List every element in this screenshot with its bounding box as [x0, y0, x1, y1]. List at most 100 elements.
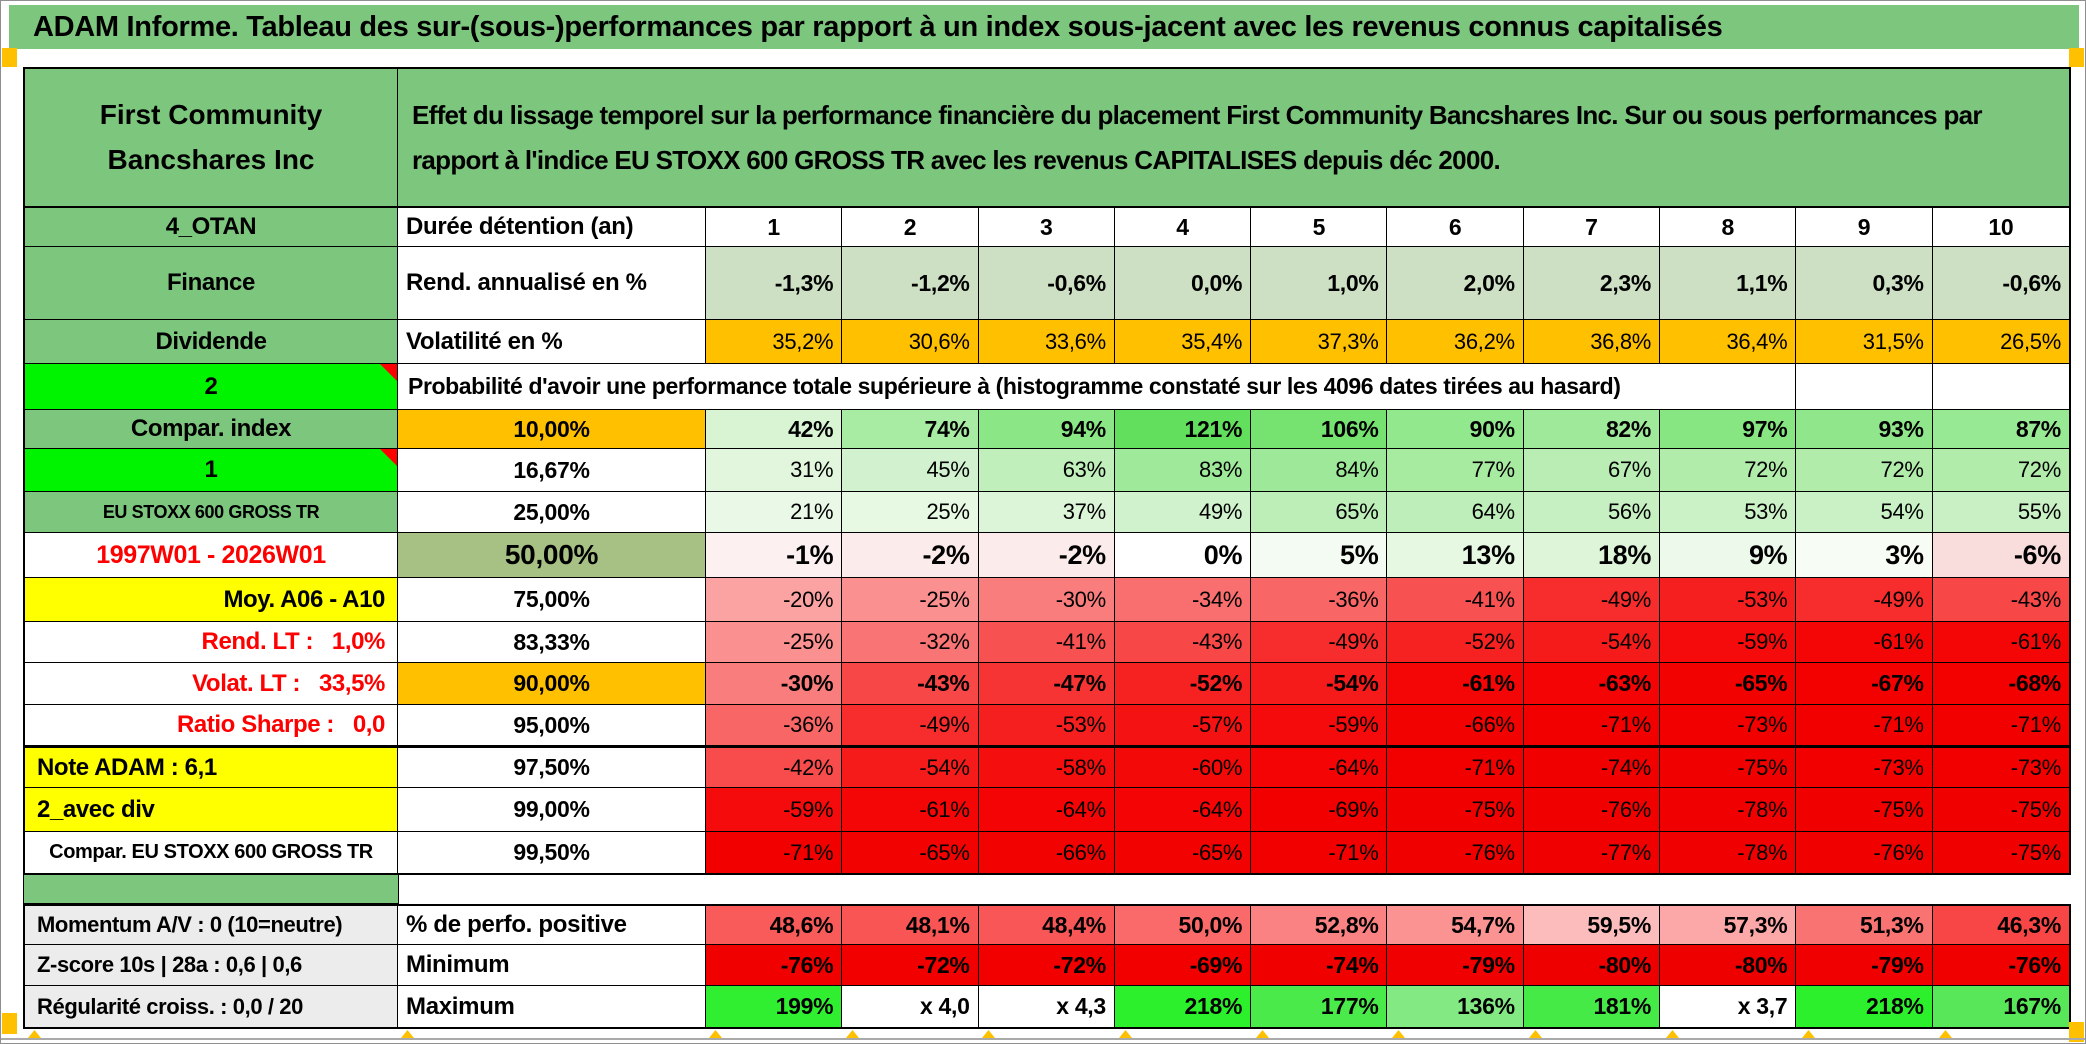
value-cell[interactable]: -34%: [1114, 578, 1252, 621]
value-cell[interactable]: -75%: [1932, 788, 2069, 831]
value-cell[interactable]: -43%: [1114, 622, 1252, 662]
percentile-cell[interactable]: % de perfo. positive: [398, 906, 706, 944]
value-cell[interactable]: -63%: [1523, 663, 1661, 704]
value-cell[interactable]: -66%: [1387, 705, 1524, 745]
value-cell[interactable]: 4: [1114, 208, 1252, 246]
value-cell[interactable]: 67%: [1523, 449, 1661, 491]
value-cell[interactable]: -75%: [1660, 748, 1797, 787]
value-cell[interactable]: 45%: [842, 449, 979, 491]
comment-marker-icon[interactable]: [380, 449, 397, 466]
row-label-cell[interactable]: Z-score 10s | 28a : 0,6 | 0,6: [25, 945, 398, 985]
percentile-cell[interactable]: 16,67%: [398, 449, 706, 491]
value-cell[interactable]: -61%: [1932, 622, 2069, 662]
value-cell[interactable]: -59%: [706, 788, 843, 831]
value-cell[interactable]: 74%: [842, 410, 979, 448]
value-cell[interactable]: 37%: [978, 492, 1115, 532]
value-cell[interactable]: -52%: [1387, 622, 1524, 662]
value-cell[interactable]: -53%: [978, 705, 1115, 745]
value-cell[interactable]: -41%: [978, 622, 1115, 662]
value-cell[interactable]: -25%: [706, 622, 843, 662]
percentile-cell[interactable]: Durée détention (an): [398, 208, 706, 246]
value-cell[interactable]: 177%: [1251, 986, 1388, 1027]
value-cell[interactable]: 21%: [706, 492, 843, 532]
value-cell[interactable]: 1: [706, 208, 843, 246]
value-cell[interactable]: 87%: [1932, 410, 2069, 448]
value-cell[interactable]: -76%: [1387, 832, 1524, 873]
percentile-cell[interactable]: 75,00%: [398, 578, 706, 621]
value-cell[interactable]: 82%: [1523, 410, 1661, 448]
value-cell[interactable]: -58%: [978, 748, 1115, 787]
value-cell[interactable]: 2,0%: [1387, 247, 1524, 319]
value-cell[interactable]: -66%: [978, 832, 1115, 873]
value-cell[interactable]: -76%: [1796, 832, 1933, 873]
value-cell[interactable]: 94%: [978, 410, 1115, 448]
row-label-cell[interactable]: Régularité croiss. : 0,0 / 20: [25, 986, 398, 1027]
value-cell[interactable]: x 4,3: [978, 986, 1115, 1027]
value-cell[interactable]: -1,2%: [842, 247, 979, 319]
value-cell[interactable]: 5%: [1251, 533, 1388, 577]
value-cell[interactable]: 54%: [1796, 492, 1933, 532]
value-cell[interactable]: 106%: [1251, 410, 1388, 448]
value-cell[interactable]: 77%: [1387, 449, 1524, 491]
value-cell[interactable]: -61%: [842, 788, 979, 831]
value-cell[interactable]: 48,6%: [706, 906, 843, 944]
value-cell[interactable]: 31,5%: [1796, 320, 1933, 363]
value-cell[interactable]: -30%: [706, 663, 843, 704]
percentile-cell[interactable]: 25,00%: [398, 492, 706, 532]
value-cell[interactable]: -42%: [706, 748, 843, 787]
value-cell[interactable]: 48,1%: [842, 906, 979, 944]
value-cell[interactable]: -80%: [1523, 945, 1661, 985]
value-cell[interactable]: -54%: [1523, 622, 1661, 662]
value-cell[interactable]: -49%: [1523, 578, 1661, 621]
row-label-cell[interactable]: Compar. index: [25, 410, 398, 448]
value-cell[interactable]: 64%: [1387, 492, 1524, 532]
value-cell[interactable]: -60%: [1114, 748, 1252, 787]
value-cell[interactable]: -61%: [1796, 622, 1933, 662]
row-label-cell[interactable]: Finance: [25, 247, 398, 319]
percentile-cell[interactable]: Volatilité en %: [398, 320, 706, 363]
value-cell[interactable]: -41%: [1387, 578, 1524, 621]
value-cell[interactable]: 2,3%: [1523, 247, 1661, 319]
value-cell[interactable]: 55%: [1932, 492, 2069, 532]
value-cell[interactable]: -49%: [842, 705, 979, 745]
value-cell[interactable]: 56%: [1523, 492, 1661, 532]
value-cell[interactable]: -57%: [1114, 705, 1252, 745]
value-cell[interactable]: -2%: [842, 533, 979, 577]
value-cell[interactable]: -64%: [1251, 748, 1388, 787]
value-cell[interactable]: 90%: [1387, 410, 1524, 448]
value-cell[interactable]: -36%: [1251, 578, 1388, 621]
percentile-cell[interactable]: 50,00%: [398, 533, 706, 577]
value-cell[interactable]: -77%: [1523, 832, 1661, 873]
value-cell[interactable]: -78%: [1660, 788, 1797, 831]
value-cell[interactable]: 26,5%: [1932, 320, 2069, 363]
value-cell[interactable]: 9%: [1660, 533, 1797, 577]
row-label-cell[interactable]: Dividende: [25, 320, 398, 363]
row-label-cell[interactable]: Note ADAM : 6,1: [25, 748, 398, 787]
value-cell[interactable]: -71%: [1387, 748, 1524, 787]
value-cell[interactable]: -75%: [1932, 832, 2069, 873]
value-cell[interactable]: -49%: [1796, 578, 1933, 621]
value-cell[interactable]: 72%: [1796, 449, 1933, 491]
description-cell[interactable]: Effet du lissage temporel sur la perform…: [412, 100, 1983, 175]
percentile-cell[interactable]: Minimum: [398, 945, 706, 985]
value-cell[interactable]: -76%: [1932, 945, 2069, 985]
value-cell[interactable]: -54%: [842, 748, 979, 787]
value-cell[interactable]: -72%: [978, 945, 1115, 985]
percentile-cell[interactable]: 90,00%: [398, 663, 706, 704]
value-cell[interactable]: 2: [842, 208, 979, 246]
value-cell[interactable]: -71%: [1796, 705, 1933, 745]
value-cell[interactable]: -1,3%: [706, 247, 843, 319]
value-cell[interactable]: 51,3%: [1796, 906, 1933, 944]
value-cell[interactable]: -78%: [1660, 832, 1797, 873]
value-cell[interactable]: -74%: [1523, 748, 1661, 787]
value-cell[interactable]: 33,6%: [978, 320, 1115, 363]
value-cell[interactable]: -76%: [1523, 788, 1661, 831]
row-label-cell[interactable]: Momentum A/V : 0 (10=neutre): [25, 906, 398, 944]
value-cell[interactable]: 50,0%: [1114, 906, 1252, 944]
value-cell[interactable]: 30,6%: [842, 320, 979, 363]
value-cell[interactable]: 7: [1523, 208, 1661, 246]
value-cell[interactable]: 218%: [1114, 986, 1252, 1027]
value-cell[interactable]: -80%: [1660, 945, 1797, 985]
value-cell[interactable]: -75%: [1387, 788, 1524, 831]
percentile-cell[interactable]: 99,50%: [398, 832, 706, 873]
